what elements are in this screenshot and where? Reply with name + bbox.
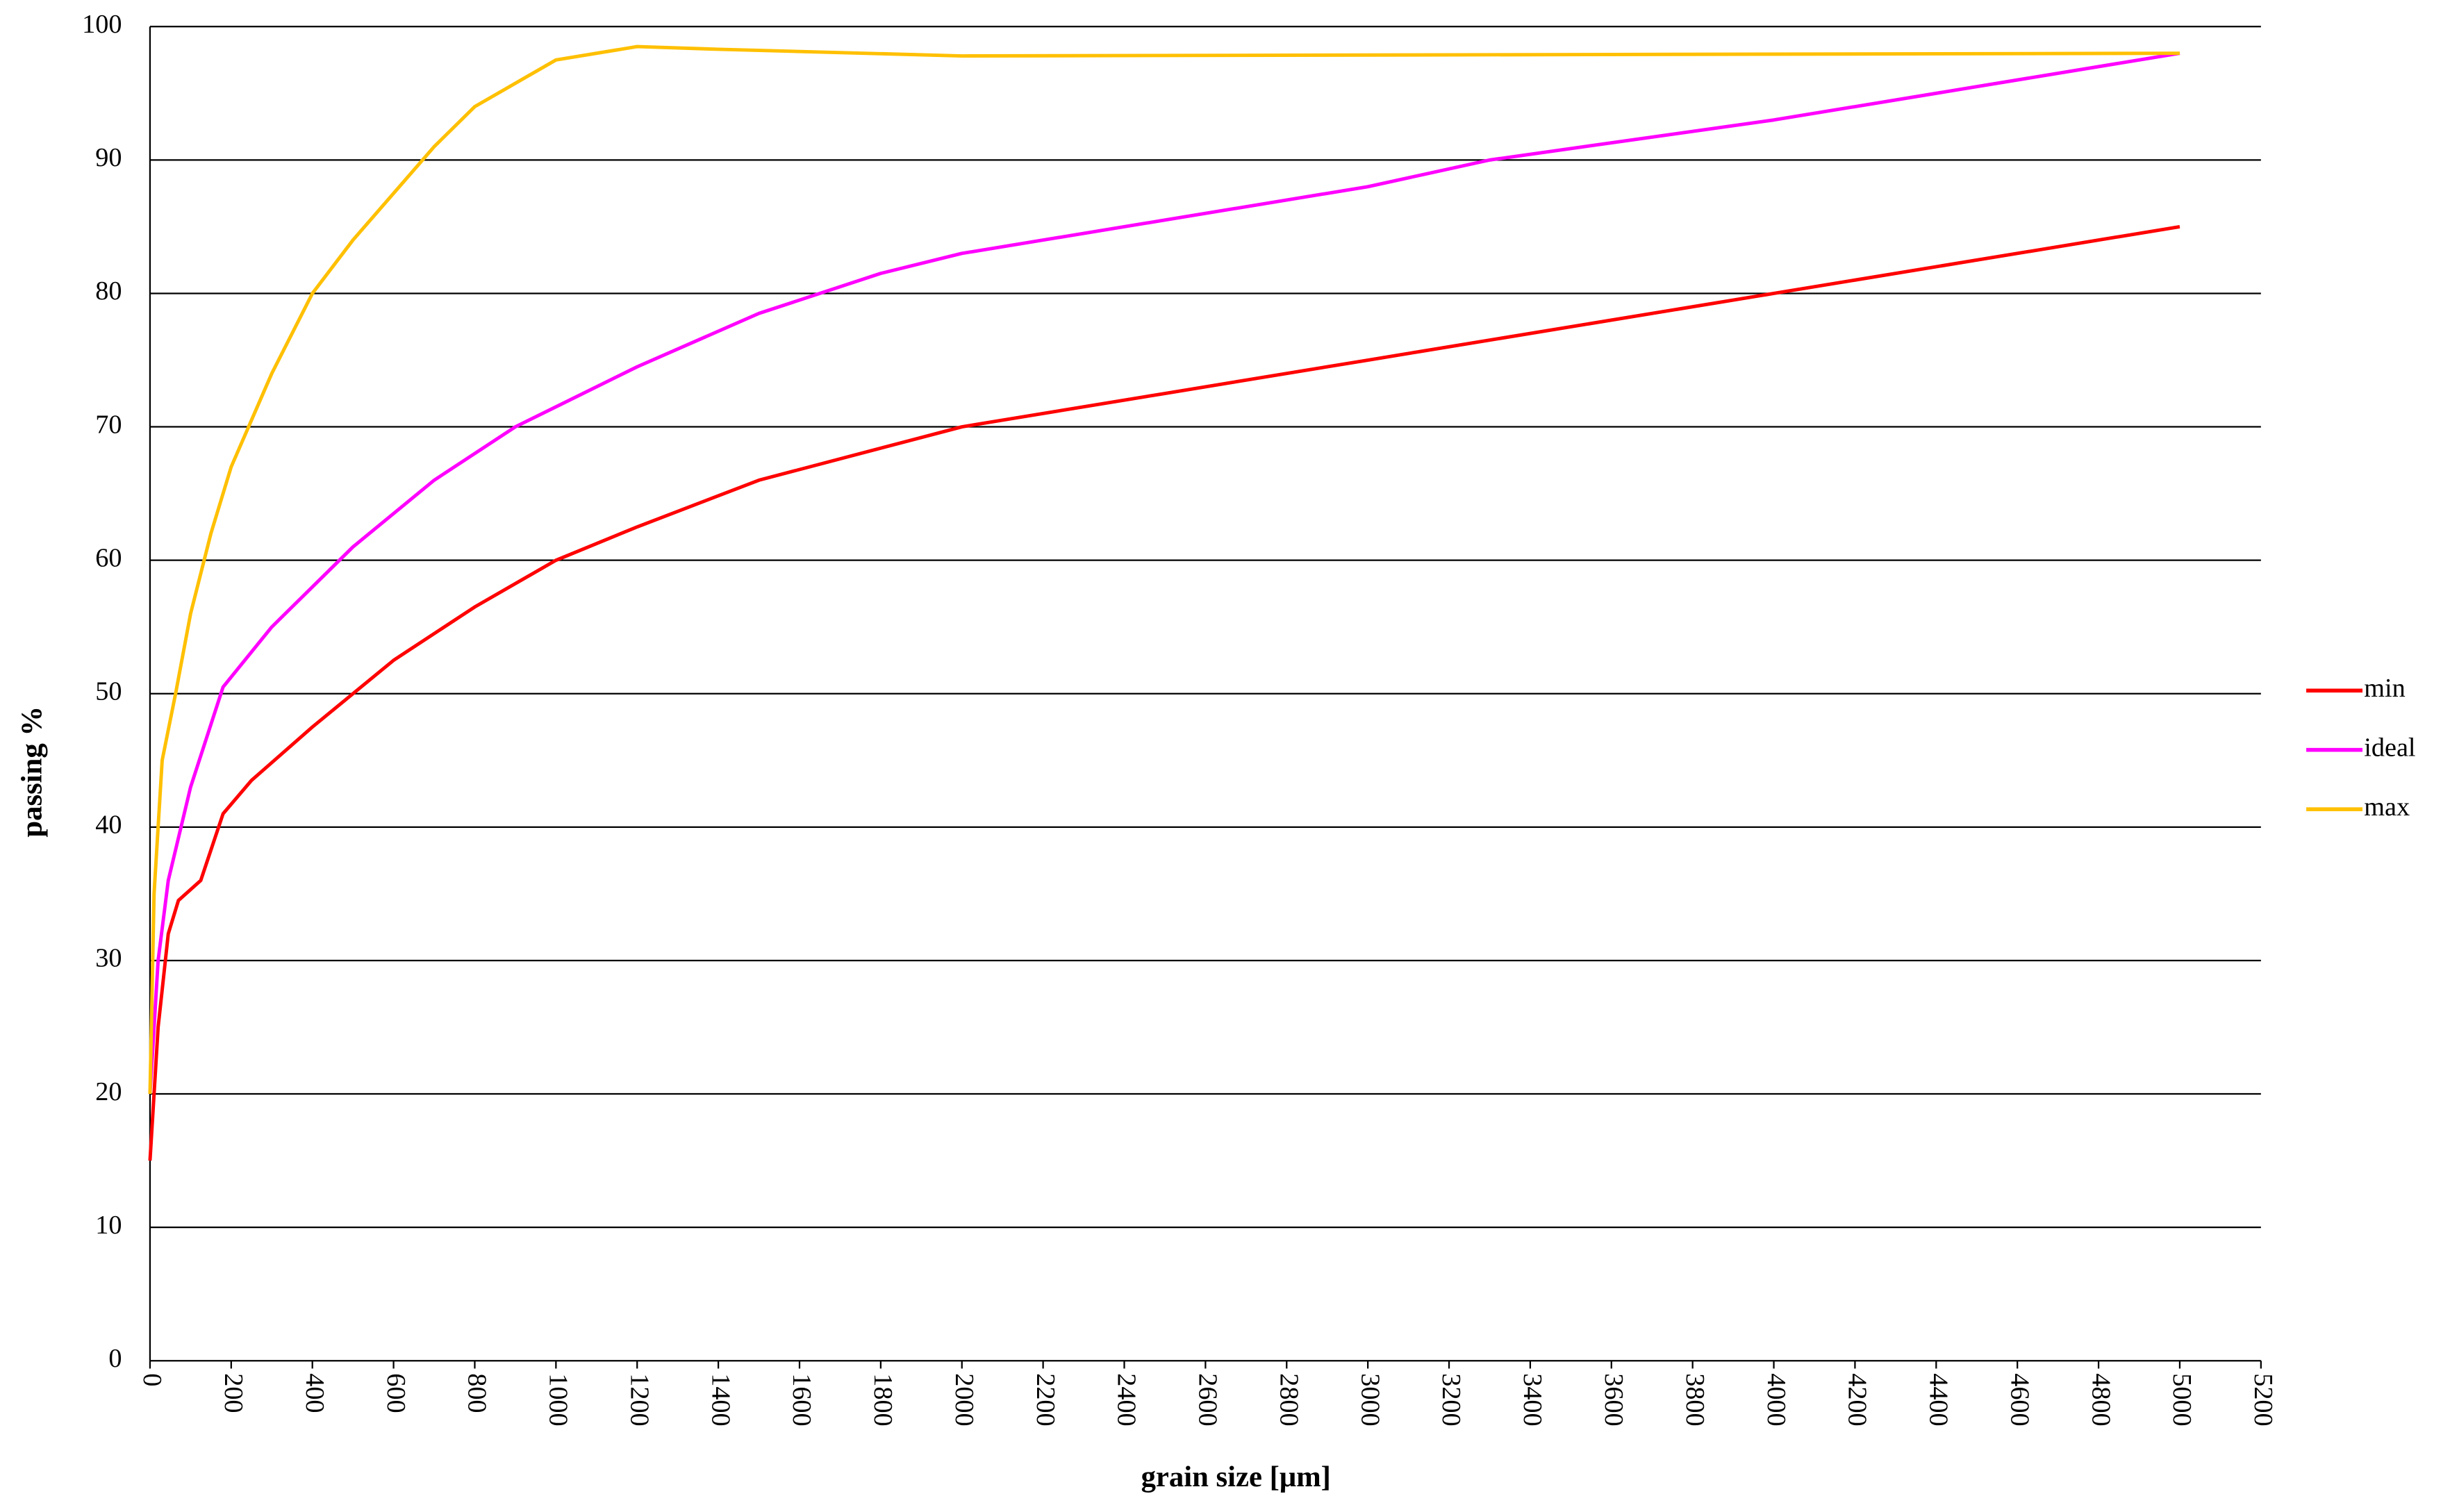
x-tick-label: 2800 [1274,1373,1303,1426]
x-tick-label: 4000 [1762,1373,1791,1426]
x-tick-label: 1200 [624,1373,654,1426]
x-tick-label: 1000 [544,1373,573,1426]
x-tick-label: 800 [463,1373,492,1413]
x-tick-label: 3400 [1518,1373,1547,1426]
y-tick-label: 90 [95,143,122,172]
x-axis-title: grain size [μm] [1141,1461,1331,1493]
x-tick-label: 200 [219,1373,248,1413]
x-tick-label: 1600 [787,1373,816,1426]
y-tick-label: 0 [108,1344,122,1373]
x-tick-label: 3800 [1680,1373,1710,1426]
x-tick-label: 3000 [1355,1373,1384,1426]
x-tick-label: 2200 [1031,1373,1060,1426]
y-tick-label: 30 [95,944,122,973]
x-tick-label: 4800 [2086,1373,2115,1426]
line-series [148,51,2180,1095]
y-tick-label: 40 [95,811,122,840]
x-tick-label: 1400 [706,1373,735,1426]
y-tick-label: 100 [82,10,122,39]
legend-label: min [2364,674,2405,703]
x-tick-label: 400 [300,1373,329,1413]
x-tick-label: 2000 [950,1373,979,1426]
x-tick-label: 4600 [2005,1373,2034,1426]
x-tick-label: 1800 [868,1373,897,1426]
y-tick-label: 20 [95,1077,122,1106]
x-tick-label: 4400 [1924,1373,1953,1426]
y-tick-label: 50 [95,677,122,706]
line-series [148,224,2180,1161]
legend-label: ideal [2364,733,2415,763]
x-tick-label: 3600 [1599,1373,1628,1426]
y-tick-label: 70 [95,410,122,439]
x-tick-label: 2600 [1193,1373,1223,1426]
x-tick-label: 5000 [2167,1373,2196,1426]
x-tick-label: 3200 [1437,1373,1466,1426]
x-tick-label: 600 [381,1373,411,1413]
x-tick-label: 4200 [1843,1373,1872,1426]
y-tick-label: 10 [95,1211,122,1240]
x-tick-label: 2400 [1112,1373,1141,1426]
x-tick-label: 5200 [2249,1373,2278,1426]
x-tick-label: 0 [138,1373,167,1386]
y-tick-label: 80 [95,276,122,306]
y-tick-label: 60 [95,543,122,572]
y-axis-title: passing % [15,706,48,838]
line-series [148,44,2180,1095]
legend-label: max [2364,792,2410,822]
